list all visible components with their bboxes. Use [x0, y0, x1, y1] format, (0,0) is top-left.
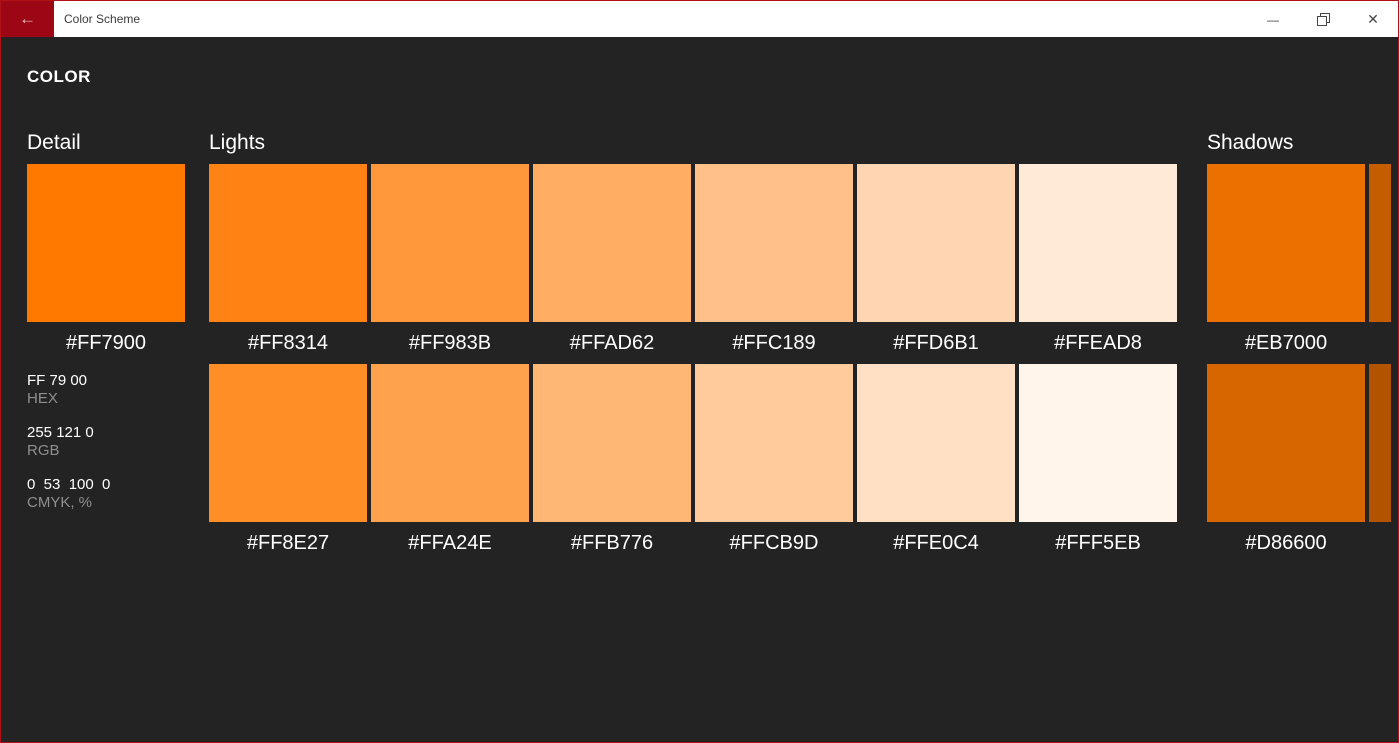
swatch-label: #FFEAD8	[1054, 331, 1142, 354]
rgb-label: RGB	[27, 442, 60, 459]
color-swatch[interactable]	[371, 364, 529, 522]
shadow-row: #EB7000	[1207, 164, 1399, 364]
light-swatch-cell: #FFCB9D	[695, 364, 853, 564]
swatch-label: #FF983B	[408, 331, 492, 354]
clipped-color-swatch[interactable]	[1369, 364, 1391, 522]
swatch-label: #FF8314	[247, 331, 329, 354]
rgb-value-group: 255 121 0 RGB	[27, 424, 185, 460]
swatch-label: #FFC189	[732, 331, 816, 354]
lights-section: Lights #FF8314 #FF983B #FFAD62 #FFC189	[209, 131, 1177, 564]
close-icon: ✕	[1367, 11, 1379, 27]
shadows-section-title: Shadows	[1207, 131, 1294, 154]
cmyk-value-group: 0 53 100 0 CMYK, %	[27, 476, 185, 512]
hex-label: HEX	[27, 390, 58, 407]
color-swatch[interactable]	[371, 164, 529, 322]
clipped-color-swatch[interactable]	[1369, 164, 1391, 322]
light-swatch-cell: #FFB776	[533, 364, 691, 564]
window-title: Color Scheme	[64, 12, 141, 26]
rgb-value: 255 121 0	[27, 424, 94, 441]
restore-icon	[1316, 12, 1330, 26]
color-swatch[interactable]	[1019, 164, 1177, 322]
color-swatch[interactable]	[1207, 164, 1365, 322]
swatch-label: #EB7000	[1244, 331, 1328, 354]
minimize-icon: —	[1267, 13, 1279, 27]
light-swatch-cell: #FFD6B1	[857, 164, 1015, 364]
light-swatch-cell: #FFAD62	[533, 164, 691, 364]
cmyk-value: 0 53 100 0	[27, 476, 111, 493]
detail-swatch-label: #FF7900	[65, 331, 147, 354]
color-swatch[interactable]	[209, 364, 367, 522]
detail-color-swatch[interactable]	[27, 164, 185, 322]
light-swatch-cell: #FFC189	[695, 164, 853, 364]
swatch-label: #FFA24E	[408, 531, 492, 554]
light-swatch-cell: #FFF5EB	[1019, 364, 1177, 564]
shadow-swatch-cell: #D86600	[1207, 364, 1365, 564]
swatch-label: #FFD6B1	[893, 331, 979, 354]
back-button[interactable]: ←	[1, 1, 54, 37]
detail-values: FF 79 00 HEX 255 121 0 RGB 0 53 100 0 CM…	[27, 372, 185, 512]
color-swatch[interactable]	[533, 364, 691, 522]
swatch-label: #FFCB9D	[729, 531, 819, 554]
detail-swatch-cell: #FF7900	[27, 164, 185, 364]
close-button[interactable]: ✕	[1348, 1, 1398, 37]
detail-section-title: Detail	[27, 131, 81, 154]
hex-value: FF 79 00	[27, 372, 88, 389]
detail-section: Detail #FF7900 FF 79 00 HEX 255 121 0 RG…	[27, 131, 185, 528]
light-swatch-cell: #FFE0C4	[857, 364, 1015, 564]
light-swatch-cell: #FF8E27	[209, 364, 367, 564]
restore-button[interactable]	[1298, 1, 1348, 37]
color-swatch[interactable]	[209, 164, 367, 322]
lights-section-title: Lights	[209, 131, 266, 154]
shadows-section: Shadows #EB7000 #D86600	[1207, 131, 1399, 564]
page-title: COLOR	[27, 67, 91, 86]
color-swatch[interactable]	[695, 164, 853, 322]
hex-value-group: FF 79 00 HEX	[27, 372, 185, 408]
minimize-button[interactable]: —	[1248, 1, 1298, 37]
light-swatch-cell: #FFA24E	[371, 364, 529, 564]
color-swatch[interactable]	[533, 164, 691, 322]
swatch-label: #FFB776	[570, 531, 654, 554]
light-swatch-cell: #FF8314	[209, 164, 367, 364]
swatch-label: #FFAD62	[569, 331, 655, 354]
swatch-label: #FF8E27	[246, 531, 330, 554]
light-swatch-cell: #FF983B	[371, 164, 529, 364]
color-swatch[interactable]	[1019, 364, 1177, 522]
cmyk-label: CMYK, %	[27, 494, 93, 511]
light-swatch-cell: #FFEAD8	[1019, 164, 1177, 364]
swatch-label: #FFF5EB	[1055, 531, 1141, 554]
shadow-row: #D86600	[1207, 364, 1399, 564]
shadow-swatch-cell: #EB7000	[1207, 164, 1365, 364]
back-arrow-icon: ←	[19, 9, 36, 28]
lights-grid: #FF8314 #FF983B #FFAD62 #FFC189 #FFD6B1	[209, 164, 1177, 564]
swatch-label: #FFE0C4	[893, 531, 979, 554]
content-area: COLOR Detail #FF7900 FF 79 00 HEX 255 12…	[1, 37, 1398, 564]
color-swatch[interactable]	[857, 364, 1015, 522]
swatch-label: #D86600	[1245, 531, 1327, 554]
window-controls: — ✕	[1248, 1, 1398, 37]
color-swatch[interactable]	[1207, 364, 1365, 522]
color-swatch[interactable]	[695, 364, 853, 522]
color-swatch[interactable]	[857, 164, 1015, 322]
titlebar: ← Color Scheme — ✕	[1, 1, 1398, 37]
